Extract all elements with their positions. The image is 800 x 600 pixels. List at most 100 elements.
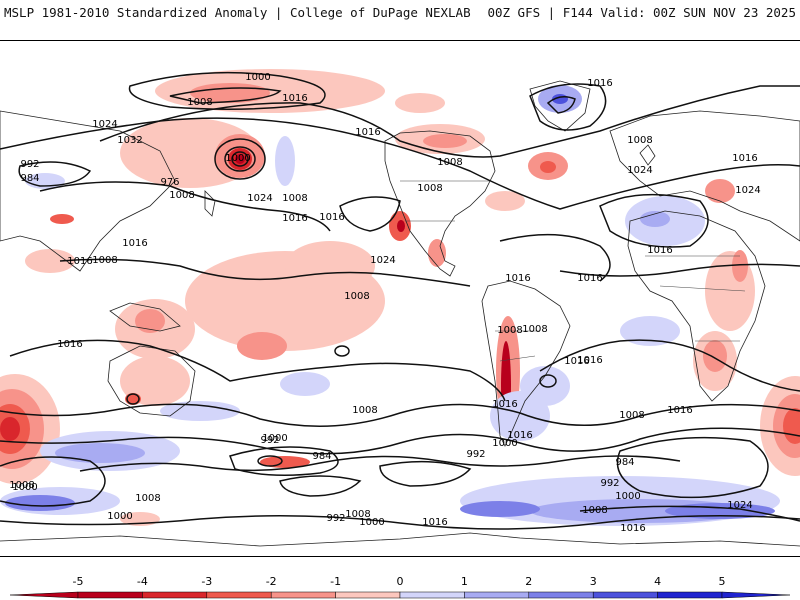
colorbar-tick-label: 0 [397, 575, 404, 588]
isobar-siberia-1032 [18, 161, 92, 187]
neg-anomaly-uk [395, 93, 445, 113]
isobar-atlantic-1016 [499, 233, 611, 282]
colorbar-segment [528, 591, 594, 599]
isobar-southern-992 [79, 455, 681, 472]
positive-anomaly-shading [0, 85, 780, 526]
isobar-siberia-1024 [39, 181, 331, 232]
isobar-label: 1016 [667, 405, 692, 416]
isobar-label: 1008 [169, 190, 194, 201]
neg-anomaly-sahara-core [732, 250, 748, 282]
neg-anomaly-south-pacific-core [237, 332, 287, 360]
neg-anomaly-greenland-core [540, 161, 556, 173]
isobar-label: 1016 [577, 273, 602, 284]
isobar-label: 1016 [355, 127, 380, 138]
coastlines [0, 80, 800, 547]
isobar-aleutian-ring2 [224, 146, 256, 172]
isobar-label: 1008 [627, 135, 652, 146]
neg-anomaly-south-india [25, 249, 75, 273]
isobar-pacific-1024 [339, 196, 401, 232]
isobar-label: 1016 [57, 339, 82, 350]
colorbar-tick-label: 3 [590, 575, 597, 588]
isobar-greenland-1016 [529, 83, 607, 131]
coast-asia-west-edge [0, 110, 176, 272]
isobar-label: 1016 [647, 245, 672, 256]
isobar-label: 1016 [282, 213, 307, 224]
isobar-label: 1008 [9, 480, 34, 491]
isobar-label: 1024 [727, 500, 752, 511]
colorbar-swatches [9, 591, 791, 599]
colorbar-segment [592, 591, 658, 599]
isobar-s-pacific-1016 [9, 339, 506, 402]
isobar-antarctic-1016 [579, 505, 800, 522]
isobar-label: 1008 [497, 325, 522, 336]
political-borders [400, 180, 746, 362]
isobar-label: 1008 [437, 157, 462, 168]
colorbar-segment [206, 591, 272, 599]
pos-anomaly-patagonia [490, 391, 550, 441]
isobar-label: 1008 [619, 410, 644, 421]
isobar-n-pacific-1000b [169, 87, 282, 104]
isobar-label: 1008 [417, 183, 442, 194]
neg-anomaly-south-africa-core [703, 340, 727, 372]
isobar-label: 1008 [582, 505, 607, 516]
colorbar-segment [464, 591, 530, 599]
isobar-label: 1016 [732, 153, 757, 164]
isobar-southern-1000 [0, 427, 800, 455]
isobar-label: 992 [326, 513, 345, 524]
isobar-label: 1016 [587, 78, 612, 89]
isobar-southern-976 [279, 475, 362, 497]
isobar-label: 1032 [117, 135, 142, 146]
colorbar-tick-label: 2 [525, 575, 532, 588]
isobar-label: 1016 [507, 430, 532, 441]
border-sa-internal [495, 330, 540, 362]
isobar-aleutian-ring1 [214, 138, 266, 180]
isobar-label: 984 [312, 451, 331, 462]
colorbar-segment [399, 591, 465, 599]
isobar-tropics-1008-pacific [59, 258, 471, 287]
colorbar-tick-label: -1 [330, 575, 341, 588]
colorbar-arrow-left [9, 591, 79, 599]
colorbar-segment [270, 591, 336, 599]
isobar-label: 1024 [247, 193, 272, 204]
isobar-label: 1024 [92, 119, 117, 130]
isobar-label: 992 [20, 159, 39, 170]
isobar-label: 1008 [92, 255, 117, 266]
isobar-n-pacific-1000 [128, 71, 326, 110]
pos-anomaly-ross-sea [460, 501, 540, 517]
neg-anomaly-hudson-core [423, 134, 467, 148]
isobar-s-indian-1016 [539, 339, 800, 392]
isobar-label: 1016 [319, 212, 344, 223]
isobar-label: 992 [466, 449, 485, 460]
isobar-label: 1000 [225, 153, 250, 164]
isobar-label: 1008 [522, 324, 547, 335]
colorbar-tick-label: -3 [201, 575, 212, 588]
coast-north-america [384, 130, 496, 277]
colorbar-segment [142, 591, 208, 599]
neg-anomaly-aleutian-center [235, 154, 245, 164]
map-panel[interactable]: 1000 1008 1016 1024 1032 992 984 976 1008 1016 102… [0, 40, 800, 557]
colorbar-segment [335, 591, 401, 599]
isobar-label: 1016 [67, 256, 92, 267]
colorbar-tick-label: 1 [461, 575, 468, 588]
border-africa-internal [645, 255, 746, 342]
isobar-n-hemi-1016 [0, 117, 800, 210]
isobar-small-low-sa [539, 374, 557, 388]
coast-japan [204, 190, 216, 217]
colorbar-arrow-right [721, 591, 791, 599]
colorbar-ticks: -5 -4 -3 -2 -1 0 1 2 3 4 5 [73, 575, 726, 588]
isobar-label: 1024 [370, 255, 395, 266]
isobar-label: 1016 [492, 399, 517, 410]
isobar-label: 1000 [245, 72, 270, 83]
map-title: MSLP 1981-2010 Standardized Anomaly | Co… [4, 5, 471, 20]
neg-anomaly-south-pacific-2 [285, 241, 375, 291]
isobar-label: 1000 [492, 438, 517, 449]
isobar-label: 1000 [262, 433, 287, 444]
isobar-label: 984 [615, 457, 634, 468]
isobar-label: 1024 [627, 165, 652, 176]
colorbar-segment [657, 591, 723, 599]
colorbar-legend: -5 -4 -3 -2 -1 0 1 2 3 4 5 [9, 575, 791, 599]
isobar-small-low-pac [334, 345, 350, 357]
isobar-label: 976 [160, 177, 179, 188]
